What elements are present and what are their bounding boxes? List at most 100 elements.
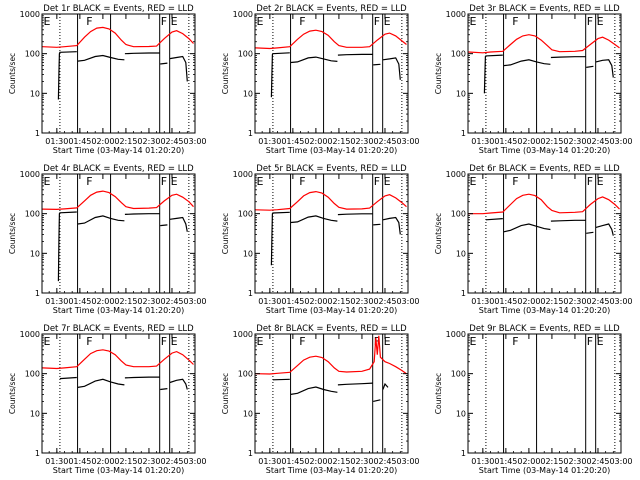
x-tick-label: 02:30 — [137, 457, 160, 466]
x-axis-label: Start Time (03-May-14 01:20:20) — [266, 146, 397, 155]
event-marker-label: F — [86, 15, 92, 28]
x-tick-label: 01:45 — [281, 457, 304, 466]
series-line-lld — [42, 349, 194, 370]
x-tick-label: 02:45 — [586, 137, 609, 146]
event-marker-label: E — [597, 335, 604, 348]
y-axis-label: Counts/sec — [8, 373, 17, 414]
x-tick-label: 02:45 — [373, 137, 396, 146]
y-axis: 1 10 100 1000 Counts/sec — [8, 170, 195, 298]
event-marker-label: F — [86, 175, 92, 188]
y-tick-label: 100 — [25, 50, 40, 59]
event-marker-label: F — [587, 335, 593, 348]
event-marker-label: E — [257, 15, 264, 28]
series-line-events — [382, 57, 401, 80]
x-tick-label: 02:00 — [91, 137, 114, 146]
event-marker-label: E — [470, 15, 477, 28]
event-marker-label: F — [161, 175, 167, 188]
series-line-events — [160, 62, 168, 65]
x-tick-label: 01:30 — [258, 457, 281, 466]
event-marker-label: E — [44, 175, 51, 188]
plot-frame — [254, 13, 409, 134]
series-line-events — [373, 399, 381, 402]
x-axis: 01:30 01:45 02:00 02:15 02:30 02:45 03:00Start… — [471, 334, 633, 475]
y-axis-label: Counts/sec — [8, 213, 17, 254]
y-axis-label: Counts/sec — [434, 373, 443, 414]
event-marker-label: E — [597, 15, 604, 28]
y-tick-label: 10 — [243, 249, 253, 258]
series-line-events — [595, 59, 614, 78]
series-line-events — [382, 382, 389, 390]
event-marker-label: F — [374, 175, 380, 188]
series-line-events — [373, 223, 381, 226]
y-tick-label: 1 — [461, 129, 466, 138]
x-tick-label: 02:30 — [563, 457, 586, 466]
x-tick-label: 02:30 — [350, 137, 373, 146]
x-tick-label: 02:15 — [327, 457, 350, 466]
event-marker-label: F — [86, 335, 92, 348]
x-axis: 01:30 01:45 02:00 02:15 02:30 02:45 03:00Start… — [258, 14, 420, 155]
y-tick-label: 10 — [30, 249, 40, 258]
series-line-events — [485, 218, 503, 221]
x-tick-label: 01:30 — [45, 137, 68, 146]
y-axis-label: Counts/sec — [221, 373, 230, 414]
event-marker-label: F — [587, 15, 593, 28]
y-tick-label: 100 — [25, 370, 40, 379]
x-tick-label: 02:00 — [304, 457, 327, 466]
series-line-events — [169, 216, 188, 232]
event-marker-label: E — [44, 15, 51, 28]
x-axis-label: Start Time (03-May-14 01:20:20) — [53, 146, 184, 155]
event-marker-label: E — [171, 15, 178, 28]
y-tick-label: 1 — [35, 449, 40, 458]
y-tick-label: 1000 — [20, 10, 40, 19]
y-tick-label: 100 — [238, 370, 253, 379]
x-tick-label: 03:00 — [183, 297, 206, 306]
y-tick-label: 100 — [25, 210, 40, 219]
event-marker-label: F — [512, 335, 518, 348]
x-tick-label: 02:30 — [137, 137, 160, 146]
x-tick-label: 02:15 — [540, 137, 563, 146]
series-line-lld — [42, 190, 194, 211]
x-tick-label: 01:45 — [494, 297, 517, 306]
y-tick-label: 10 — [456, 89, 466, 98]
y-tick-label: 10 — [243, 89, 253, 98]
series-line-events — [124, 376, 160, 379]
y-axis: 1 10 100 1000 Counts/sec — [221, 10, 408, 138]
event-marker-label: F — [161, 335, 167, 348]
x-tick-label: 01:30 — [258, 297, 281, 306]
series-line-events — [595, 223, 614, 236]
series-line-lld — [468, 193, 620, 215]
y-axis: 1 10 100 1000 Counts/sec — [434, 170, 621, 298]
series-line-events — [337, 382, 373, 386]
event-marker-label: E — [171, 335, 178, 348]
panel-title: Det 6r BLACK = Events, RED = LLD — [469, 164, 620, 174]
x-tick-label: 02:45 — [160, 457, 183, 466]
event-marker-label: E — [257, 175, 264, 188]
event-marker-label: E — [44, 335, 51, 348]
x-tick-label: 02:45 — [586, 457, 609, 466]
series-line-events — [337, 53, 373, 56]
y-axis: 1 10 100 1000 Counts/sec — [434, 330, 621, 458]
y-tick-label: 1 — [35, 289, 40, 298]
y-tick-label: 100 — [451, 50, 466, 59]
event-marker-label: F — [299, 15, 305, 28]
plot-frame — [41, 173, 196, 294]
x-axis-label: Start Time (03-May-14 01:20:20) — [266, 306, 397, 315]
x-tick-label: 03:00 — [609, 297, 632, 306]
event-marker-label: E — [597, 175, 604, 188]
x-tick-label: 01:30 — [471, 137, 494, 146]
plot-frame — [467, 333, 622, 454]
series-line-events — [483, 54, 503, 94]
y-tick-label: 100 — [238, 210, 253, 219]
x-tick-label: 02:00 — [304, 297, 327, 306]
x-tick-label: 02:15 — [114, 137, 137, 146]
x-tick-label: 01:45 — [494, 457, 517, 466]
x-tick-label: 02:00 — [91, 457, 114, 466]
panel-title: Det 1r BLACK = Events, RED = LLD — [43, 4, 194, 14]
x-tick-label: 02:45 — [586, 297, 609, 306]
y-tick-label: 1000 — [233, 170, 253, 179]
x-axis: 01:30 01:45 02:00 02:15 02:30 02:45 03:00Start… — [471, 174, 633, 315]
event-marker-label: E — [257, 335, 264, 348]
